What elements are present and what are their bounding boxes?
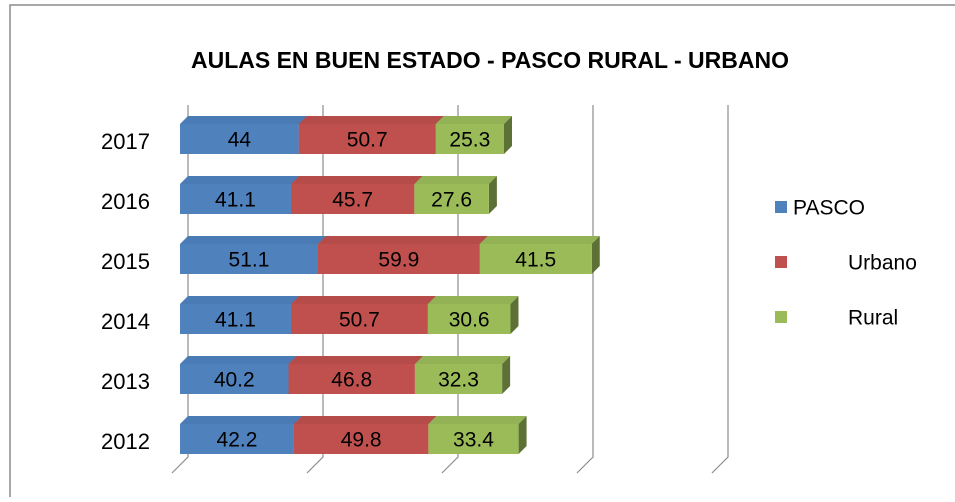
legend-swatch: [775, 201, 787, 213]
grid-line: [711, 105, 729, 474]
bar-top: [180, 296, 299, 304]
bar-top: [428, 416, 527, 424]
chart-title: AULAS EN BUEN ESTADO - PASCO RURAL - URB…: [191, 47, 789, 73]
bar-top: [290, 296, 436, 304]
bar-top: [180, 236, 326, 244]
y-tick-label: 2013: [101, 369, 150, 394]
bar-top: [180, 116, 307, 124]
y-tick-label: 2017: [101, 129, 150, 154]
bar-top: [290, 176, 423, 184]
legend-swatch: [775, 256, 787, 268]
grid-line: [441, 105, 459, 474]
bar-top: [180, 176, 299, 184]
bar: [293, 424, 429, 454]
bar: [298, 124, 436, 154]
data-label: 32.3: [438, 369, 479, 392]
bar-top: [427, 296, 519, 304]
data-label: 50.7: [347, 129, 388, 152]
data-label: 41.5: [515, 249, 556, 272]
legend-label: Rural: [848, 307, 898, 330]
bar-top: [293, 416, 437, 424]
y-tick-label: 2015: [101, 249, 150, 274]
bar-top: [180, 356, 297, 364]
data-label: 59.9: [378, 249, 419, 272]
data-label: 33.4: [453, 429, 494, 452]
bar: [180, 304, 291, 334]
data-label: 51.1: [229, 249, 270, 272]
bar-top: [298, 116, 444, 124]
data-label: 41.1: [215, 309, 256, 332]
bar: [288, 364, 415, 394]
bar-top: [479, 236, 600, 244]
grid-line: [306, 105, 324, 474]
grid-line: [576, 105, 594, 474]
legend-swatch: [775, 311, 787, 323]
data-label: 27.6: [431, 189, 472, 212]
legend-label: PASCO: [793, 197, 865, 220]
bar: [180, 364, 289, 394]
bar: [290, 184, 415, 214]
bar: [435, 124, 504, 154]
data-label: 25.3: [449, 129, 490, 152]
data-label: 40.2: [214, 369, 255, 392]
bar: [414, 184, 489, 214]
grid-line: [171, 105, 189, 474]
y-tick-label: 2016: [101, 189, 150, 214]
bar-side: [510, 296, 519, 334]
bar: [180, 124, 299, 154]
bar-side: [518, 416, 527, 454]
data-label: 46.8: [331, 369, 372, 392]
data-label: 50.7: [339, 309, 380, 332]
bar-top: [317, 236, 488, 244]
legend-label: Urbano: [848, 252, 917, 275]
bar-top: [435, 116, 512, 124]
bar: [479, 244, 592, 274]
bar: [317, 244, 480, 274]
bar: [290, 304, 428, 334]
data-label: 30.6: [449, 309, 490, 332]
bar-side: [504, 116, 512, 154]
bar-top: [288, 356, 423, 364]
bar: [414, 364, 503, 394]
y-tick-label: 2014: [101, 309, 150, 334]
bar-side: [502, 356, 511, 394]
bar-side: [591, 236, 600, 274]
data-label: 44: [228, 129, 252, 152]
bar-top: [180, 416, 302, 424]
bar: [180, 424, 294, 454]
bar: [180, 244, 318, 274]
bar: [180, 184, 291, 214]
bar: [427, 304, 511, 334]
bar: [428, 424, 519, 454]
bar-side: [488, 176, 497, 214]
data-label: 41.1: [215, 189, 256, 212]
data-label: 45.7: [332, 189, 373, 212]
bar-top: [414, 176, 497, 184]
data-label: 49.8: [341, 429, 382, 452]
data-label: 42.2: [217, 429, 258, 452]
bar-top: [414, 356, 511, 364]
y-tick-label: 2012: [101, 429, 150, 454]
